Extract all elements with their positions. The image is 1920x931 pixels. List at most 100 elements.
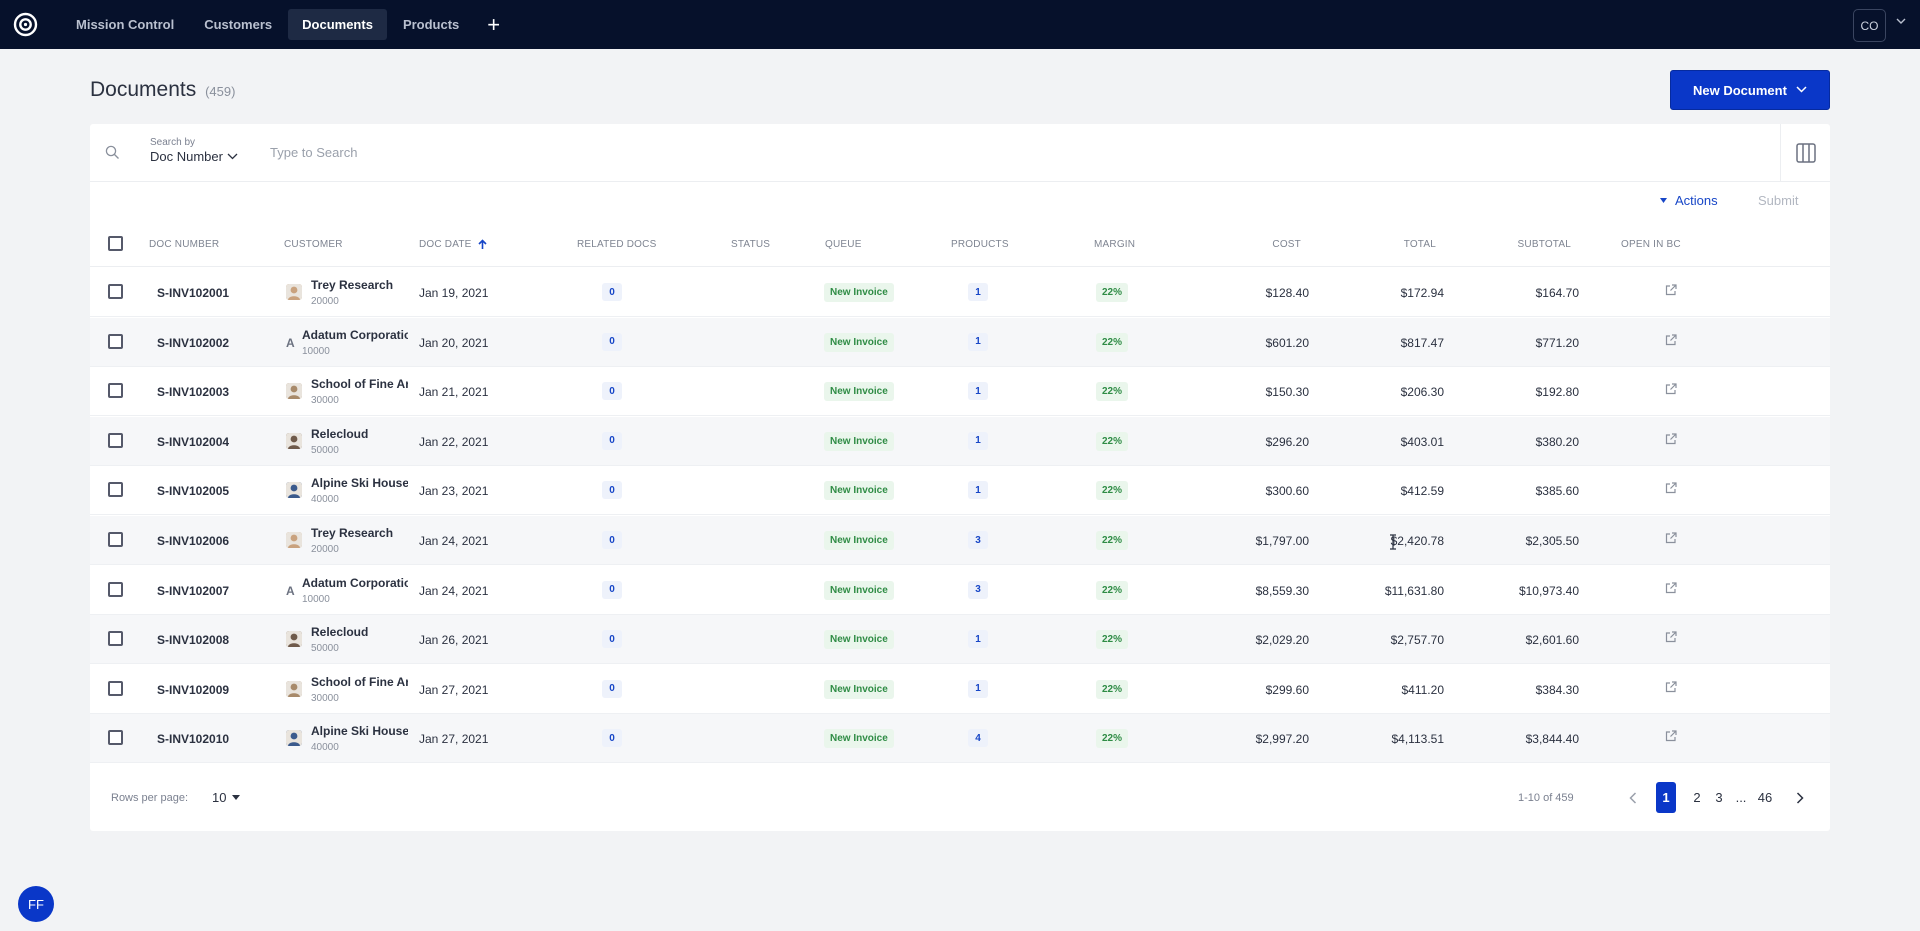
nav-mission-control[interactable]: Mission Control — [76, 17, 175, 32]
row-checkbox[interactable] — [108, 631, 123, 647]
products-badge[interactable]: 1 — [968, 332, 988, 351]
doc-number[interactable]: S-INV102008 — [157, 633, 230, 648]
table-row[interactable]: S-INV102003 School of Fine Art 30000 Jan… — [90, 367, 1830, 417]
related-docs-badge[interactable]: 0 — [602, 382, 622, 401]
doc-number[interactable]: S-INV102001 — [157, 286, 230, 300]
products-badge[interactable]: 1 — [968, 431, 988, 450]
search-by-value[interactable]: Doc Number — [150, 149, 238, 164]
col-customer[interactable]: CUSTOMER — [284, 239, 343, 250]
column-settings-button[interactable] — [1780, 124, 1830, 182]
customer-name[interactable]: Trey Research — [311, 278, 394, 292]
doc-number[interactable]: S-INV102009 — [157, 682, 230, 697]
table-row[interactable]: S-INV102006 Trey Research 20000 Jan 24, … — [90, 516, 1830, 565]
col-doc-number[interactable]: DOC NUMBER — [149, 239, 220, 250]
sort-ascending-icon[interactable] — [477, 239, 487, 250]
new-document-button[interactable]: New Document — [1670, 70, 1830, 110]
doc-number[interactable]: S-INV102002 — [157, 335, 230, 350]
external-link-icon[interactable] — [1665, 681, 1677, 693]
nav-products[interactable]: Products — [402, 17, 460, 32]
doc-number[interactable]: S-INV102007 — [157, 583, 230, 598]
related-docs-badge[interactable]: 0 — [602, 630, 622, 649]
chevron-left-icon[interactable] — [1629, 792, 1637, 804]
col-queue[interactable]: QUEUE — [825, 239, 862, 250]
col-status[interactable]: STATUS — [731, 239, 771, 250]
doc-number[interactable]: S-INV102006 — [157, 534, 230, 548]
related-docs-badge[interactable]: 0 — [602, 431, 622, 450]
col-doc-date[interactable]: DOC DATE — [419, 239, 487, 250]
nav-customers[interactable]: Customers — [204, 17, 273, 32]
products-badge[interactable]: 1 — [968, 679, 988, 698]
related-docs-badge[interactable]: 0 — [602, 332, 622, 351]
rows-per-page-select[interactable]: 10 — [212, 790, 241, 805]
page-1-button[interactable]: 1 — [1656, 782, 1676, 813]
external-link-icon[interactable] — [1665, 333, 1677, 346]
external-link-icon[interactable] — [1665, 730, 1677, 742]
products-badge[interactable]: 1 — [968, 481, 988, 500]
page-46-button[interactable]: 46 — [1757, 790, 1773, 805]
submit-button[interactable]: Submit — [1758, 193, 1799, 208]
add-tab-button[interactable]: + — [487, 11, 501, 37]
doc-number[interactable]: S-INV102005 — [157, 484, 230, 499]
products-badge[interactable]: 1 — [968, 630, 988, 649]
customer-name[interactable]: Trey Research — [311, 526, 394, 540]
related-docs-badge[interactable]: 0 — [602, 580, 622, 599]
col-products[interactable]: PRODUCTS — [951, 239, 1009, 250]
page-3-button[interactable]: 3 — [1715, 790, 1723, 805]
customer-name[interactable]: Alpine Ski House — [311, 724, 408, 739]
related-docs-badge[interactable]: 0 — [602, 283, 622, 301]
external-link-icon[interactable] — [1665, 631, 1677, 643]
products-badge[interactable]: 1 — [968, 382, 988, 401]
products-badge[interactable]: 1 — [968, 283, 988, 301]
external-link-icon[interactable] — [1665, 284, 1677, 296]
col-margin[interactable]: MARGIN — [1094, 239, 1136, 250]
actions-dropdown[interactable]: Actions — [1660, 193, 1718, 208]
user-avatar-button[interactable]: CO — [1853, 9, 1886, 42]
col-related-docs[interactable]: RELATED DOCS — [577, 239, 657, 250]
customer-name[interactable]: School of Fine Art — [311, 674, 408, 689]
row-checkbox[interactable] — [108, 730, 123, 746]
customer-name[interactable]: Relecloud — [311, 426, 369, 441]
doc-number[interactable]: S-INV102010 — [157, 732, 230, 747]
external-link-icon[interactable] — [1665, 482, 1677, 494]
search-input[interactable] — [270, 140, 1170, 164]
row-checkbox[interactable] — [108, 532, 123, 547]
table-row[interactable]: S-INV102005 Alpine Ski House 40000 Jan 2… — [90, 466, 1830, 516]
related-docs-badge[interactable]: 0 — [602, 481, 622, 500]
external-link-icon[interactable] — [1665, 383, 1677, 395]
nav-documents[interactable]: Documents — [288, 9, 387, 40]
table-row[interactable]: S-INV102008 Relecloud 50000 Jan 26, 2021… — [90, 615, 1830, 665]
row-checkbox[interactable] — [108, 383, 123, 399]
related-docs-badge[interactable]: 0 — [602, 531, 622, 549]
table-row[interactable]: S-INV102010 Alpine Ski House 40000 Jan 2… — [90, 714, 1830, 764]
chevron-down-icon[interactable] — [1896, 18, 1906, 24]
table-row[interactable]: S-INV102004 Relecloud 50000 Jan 22, 2021… — [90, 416, 1830, 466]
products-badge[interactable]: 4 — [968, 729, 988, 748]
user-initials-badge[interactable]: FF — [18, 886, 54, 922]
row-checkbox[interactable] — [108, 284, 123, 299]
related-docs-badge[interactable]: 0 — [602, 679, 622, 698]
chevron-right-icon[interactable] — [1796, 792, 1804, 804]
row-checkbox[interactable] — [108, 333, 123, 349]
page-2-button[interactable]: 2 — [1693, 790, 1701, 805]
external-link-icon[interactable] — [1665, 581, 1677, 594]
doc-number[interactable]: S-INV102004 — [157, 434, 230, 449]
customer-name[interactable]: Adatum Corporation — [302, 575, 408, 590]
row-checkbox[interactable] — [108, 482, 123, 498]
external-link-icon[interactable] — [1665, 532, 1677, 544]
related-docs-badge[interactable]: 0 — [602, 729, 622, 748]
customer-name[interactable]: School of Fine Art — [311, 377, 408, 392]
table-row[interactable]: S-INV102007 A Adatum Corporation 10000 J… — [90, 566, 1830, 615]
customer-name[interactable]: Adatum Corporation — [302, 327, 408, 342]
col-open-in-bc[interactable]: OPEN IN BC — [1621, 239, 1681, 250]
customer-name[interactable]: Alpine Ski House — [311, 476, 408, 491]
products-badge[interactable]: 3 — [968, 580, 988, 599]
table-row[interactable]: S-INV102009 School of Fine Art 30000 Jan… — [90, 665, 1830, 714]
table-row[interactable]: S-INV102001 Trey Research 20000 Jan 19, … — [90, 268, 1830, 317]
table-row[interactable]: S-INV102002 A Adatum Corporation 10000 J… — [90, 317, 1830, 367]
row-checkbox[interactable] — [108, 581, 123, 597]
external-link-icon[interactable] — [1665, 433, 1677, 445]
target-logo-icon[interactable] — [13, 12, 38, 37]
chevron-down-icon[interactable] — [1796, 86, 1807, 93]
row-checkbox[interactable] — [108, 432, 123, 448]
select-all-checkbox[interactable] — [108, 236, 123, 251]
